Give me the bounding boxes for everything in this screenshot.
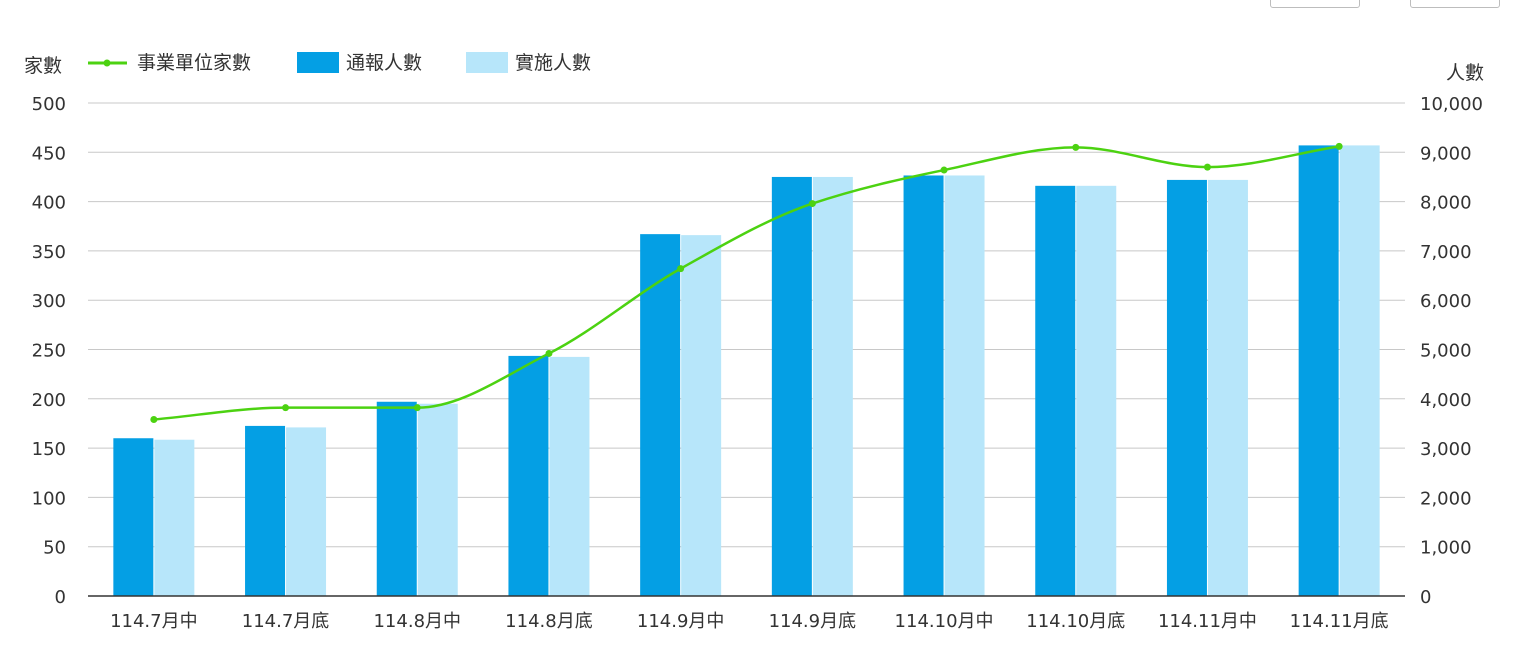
bar-tongbao[interactable] bbox=[1298, 145, 1339, 596]
bar-tongbao[interactable] bbox=[1035, 185, 1076, 596]
x-tick-label: 114.8月底 bbox=[505, 611, 593, 632]
right-tick-label: 0 bbox=[1420, 587, 1431, 608]
bar-shishi[interactable] bbox=[154, 439, 195, 596]
line-point[interactable] bbox=[1203, 163, 1211, 171]
range-end-input[interactable] bbox=[1410, 0, 1500, 8]
line-point[interactable] bbox=[282, 404, 290, 412]
bar-tongbao[interactable] bbox=[245, 425, 286, 596]
bar-shishi[interactable] bbox=[286, 427, 327, 596]
right-tick-label: 8,000 bbox=[1420, 193, 1472, 214]
x-tick-label: 114.8月中 bbox=[373, 611, 461, 632]
x-tick-label: 114.10月底 bbox=[1026, 611, 1125, 632]
bar-series bbox=[113, 145, 1380, 596]
legend-item-bar-2[interactable]: 實施人數 bbox=[466, 52, 591, 74]
x-tick-label: 114.10月中 bbox=[895, 611, 994, 632]
bar-tongbao[interactable] bbox=[903, 175, 944, 596]
x-tick-label: 114.11月中 bbox=[1158, 611, 1257, 632]
left-tick-label: 50 bbox=[43, 538, 66, 559]
bar-tongbao[interactable] bbox=[508, 355, 549, 596]
left-tick-label: 300 bbox=[32, 291, 66, 312]
legend-label-bar-1: 通報人數 bbox=[346, 52, 422, 74]
line-point[interactable] bbox=[545, 349, 553, 357]
bar-shishi[interactable] bbox=[812, 176, 853, 596]
line-point[interactable] bbox=[808, 200, 816, 208]
bar-shishi[interactable] bbox=[944, 175, 985, 596]
legend-label-bar-2: 實施人數 bbox=[515, 52, 591, 74]
right-tick-label: 7,000 bbox=[1420, 242, 1472, 263]
right-tick-label: 3,000 bbox=[1420, 439, 1472, 460]
bar-tongbao[interactable] bbox=[771, 176, 812, 596]
line-point[interactable] bbox=[150, 416, 158, 424]
right-tick-label: 1,000 bbox=[1420, 538, 1472, 559]
range-start-input[interactable] bbox=[1270, 0, 1360, 8]
axis-labels: 0 50 100 150 200 250 300 350 400 450 500 0 1,000 2,00… bbox=[32, 94, 1483, 632]
bar-shishi[interactable] bbox=[417, 403, 458, 596]
legend: 事業單位家數 通報人數 實施人數 bbox=[88, 52, 591, 74]
bar-shishi[interactable] bbox=[1076, 185, 1117, 596]
left-axis-title: 家數 bbox=[24, 55, 62, 77]
x-tick-label: 114.9月中 bbox=[637, 611, 725, 632]
legend-item-line[interactable]: 事業單位家數 bbox=[88, 52, 251, 74]
line-series-path bbox=[153, 145, 1340, 421]
right-tick-label: 10,000 bbox=[1420, 94, 1483, 115]
right-tick-label: 9,000 bbox=[1420, 143, 1472, 164]
x-tick-label: 114.9月底 bbox=[769, 611, 857, 632]
bar-shishi[interactable] bbox=[549, 356, 590, 596]
legend-label-line: 事業單位家數 bbox=[137, 52, 251, 74]
x-tick-label: 114.7月中 bbox=[110, 611, 198, 632]
line-series bbox=[150, 142, 1343, 424]
right-tick-label: 4,000 bbox=[1420, 390, 1472, 411]
legend-item-bar-1[interactable]: 通報人數 bbox=[297, 52, 422, 74]
line-point[interactable] bbox=[1335, 142, 1343, 150]
right-axis-title: 人數 bbox=[1446, 62, 1484, 84]
left-tick-label: 0 bbox=[55, 587, 66, 608]
bar-tongbao[interactable] bbox=[113, 438, 154, 596]
right-tick-label: 6,000 bbox=[1420, 291, 1472, 312]
line-point[interactable] bbox=[677, 265, 685, 273]
line-point[interactable] bbox=[413, 404, 421, 412]
bar-shishi[interactable] bbox=[1339, 145, 1380, 596]
left-tick-label: 200 bbox=[32, 390, 66, 411]
left-tick-label: 100 bbox=[32, 488, 66, 509]
x-tick-label: 114.7月底 bbox=[242, 611, 330, 632]
bar-tongbao[interactable] bbox=[376, 401, 417, 596]
left-tick-label: 350 bbox=[32, 242, 66, 263]
left-tick-label: 450 bbox=[32, 143, 66, 164]
bar-tongbao[interactable] bbox=[1166, 179, 1207, 596]
line-point[interactable] bbox=[940, 166, 948, 174]
left-tick-label: 500 bbox=[32, 94, 66, 115]
left-tick-label: 150 bbox=[32, 439, 66, 460]
bar-shishi[interactable] bbox=[681, 235, 722, 596]
x-tick-label: 114.11月底 bbox=[1290, 611, 1389, 632]
right-tick-label: 2,000 bbox=[1420, 488, 1472, 509]
left-tick-label: 250 bbox=[32, 341, 66, 362]
bar-tongbao[interactable] bbox=[640, 234, 681, 596]
line-point[interactable] bbox=[1072, 143, 1080, 151]
bar-shishi[interactable] bbox=[1207, 179, 1248, 596]
left-tick-label: 400 bbox=[32, 193, 66, 214]
right-tick-label: 5,000 bbox=[1420, 341, 1472, 362]
